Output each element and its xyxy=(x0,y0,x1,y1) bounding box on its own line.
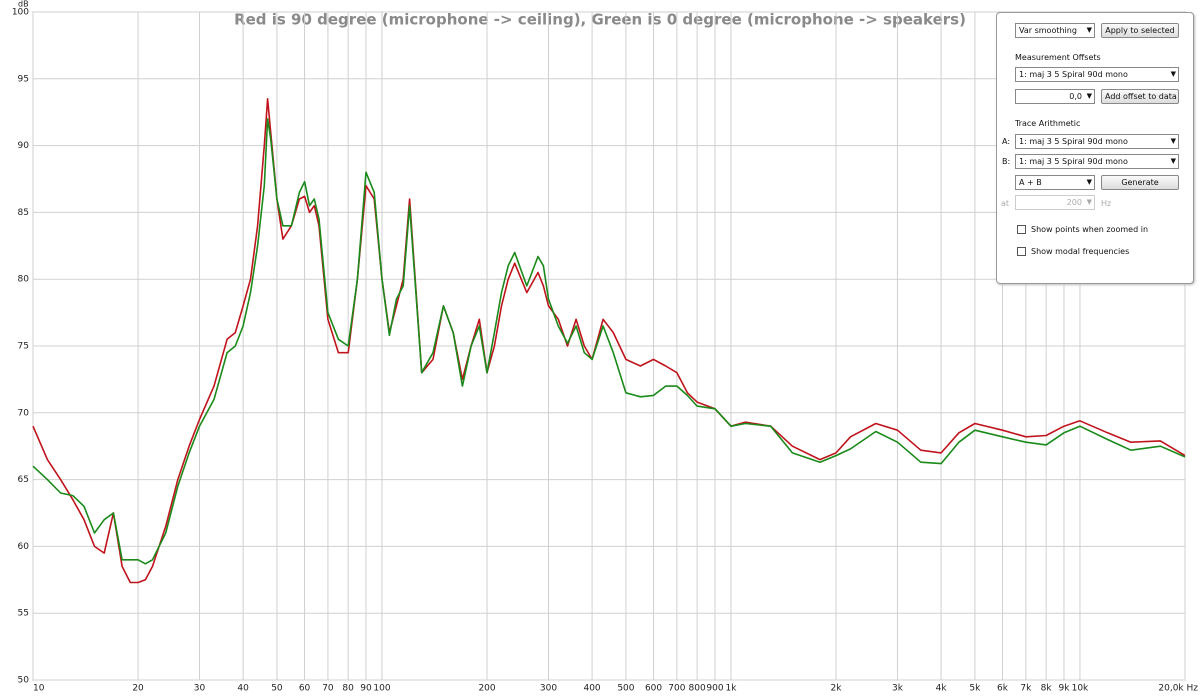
at-unit: Hz xyxy=(1101,199,1112,208)
x-tick-label: 20,0k Hz xyxy=(1158,684,1198,694)
x-tick-label: 90 xyxy=(360,684,372,694)
x-tick-label: 4k xyxy=(936,684,948,694)
offset-button[interactable]: Add offset to data xyxy=(1101,89,1179,104)
y-tick-label: 75 xyxy=(18,342,29,352)
x-tick-label: 900 xyxy=(706,684,723,694)
b-select[interactable]: 1: maj 3 5 Spiral 90d mono xyxy=(1015,154,1179,169)
x-tick-label: 5k xyxy=(969,684,981,694)
modal-label: Show modal frequencies xyxy=(1031,247,1130,256)
x-tick-label: 100 xyxy=(373,684,390,694)
x-tick-label: 3k xyxy=(892,684,904,694)
smoothing-select[interactable]: Var smoothing xyxy=(1015,23,1095,38)
x-tick-label: 2k xyxy=(831,684,843,694)
offsets-heading: Measurement Offsets xyxy=(1015,53,1101,62)
chart-title: Red is 90 degree (microphone -> ceiling)… xyxy=(234,11,966,29)
x-tick-label: 600 xyxy=(645,684,662,694)
a-select[interactable]: 1: maj 3 5 Spiral 90d mono xyxy=(1015,134,1179,149)
x-tick-label: 60 xyxy=(299,684,311,694)
x-tick-label: 300 xyxy=(540,684,557,694)
series-line xyxy=(32,118,1186,565)
modal-checkbox[interactable] xyxy=(1017,247,1026,256)
x-tick-label: 200 xyxy=(478,684,495,694)
x-tick-label: 1k xyxy=(725,684,737,694)
points-checkbox[interactable] xyxy=(1017,225,1026,234)
x-tick-label: 6k xyxy=(997,684,1009,694)
arithmetic-heading: Trace Arithmetic xyxy=(1015,119,1081,128)
x-tick-label: 7k xyxy=(1020,684,1032,694)
x-tick-label: 20 xyxy=(132,684,144,694)
x-tick-label: 30 xyxy=(194,684,206,694)
x-tick-label: 40 xyxy=(237,684,249,694)
operation-select[interactable]: A + B xyxy=(1015,175,1095,190)
y-tick-label: 70 xyxy=(18,408,30,418)
points-label: Show points when zoomed in xyxy=(1031,225,1149,234)
control-panel: Var smoothing Apply to selected Measurem… xyxy=(996,12,1194,284)
generate-button[interactable]: Generate xyxy=(1101,175,1179,190)
a-label: A: xyxy=(1002,137,1011,146)
apply-button[interactable]: Apply to selected xyxy=(1101,23,1179,38)
at-input: 200 xyxy=(1015,195,1095,210)
x-tick-label: 400 xyxy=(583,684,600,694)
x-tick-label: 700 xyxy=(668,684,685,694)
y-tick-label: 50 xyxy=(18,676,30,686)
offset-input[interactable]: 0,0 xyxy=(1015,89,1095,104)
x-tick-label: 9k xyxy=(1059,684,1071,694)
at-label: at xyxy=(1001,199,1010,208)
x-tick-label: 70 xyxy=(322,684,334,694)
y-tick-label: 100 xyxy=(12,8,29,18)
x-tick-label: 10 xyxy=(33,684,45,694)
y-tick-label: 85 xyxy=(18,208,29,218)
b-label: B: xyxy=(1002,157,1011,166)
x-tick-label: 800 xyxy=(689,684,706,694)
x-tick-label: 50 xyxy=(271,684,283,694)
y-tick-label: 60 xyxy=(18,542,30,552)
y-axis-label: dB xyxy=(18,0,29,9)
x-tick-label: 8k xyxy=(1041,684,1053,694)
y-tick-label: 55 xyxy=(18,609,29,619)
y-tick-label: 95 xyxy=(18,74,29,84)
y-tick-label: 80 xyxy=(18,275,30,285)
y-tick-label: 65 xyxy=(18,475,29,485)
x-tick-label: 80 xyxy=(342,684,354,694)
x-tick-label: 500 xyxy=(617,684,634,694)
y-tick-label: 90 xyxy=(18,141,30,151)
x-tick-label: 10k xyxy=(1072,684,1089,694)
offset-measurement-select[interactable]: 1: maj 3 5 Spiral 90d mono xyxy=(1015,67,1179,82)
